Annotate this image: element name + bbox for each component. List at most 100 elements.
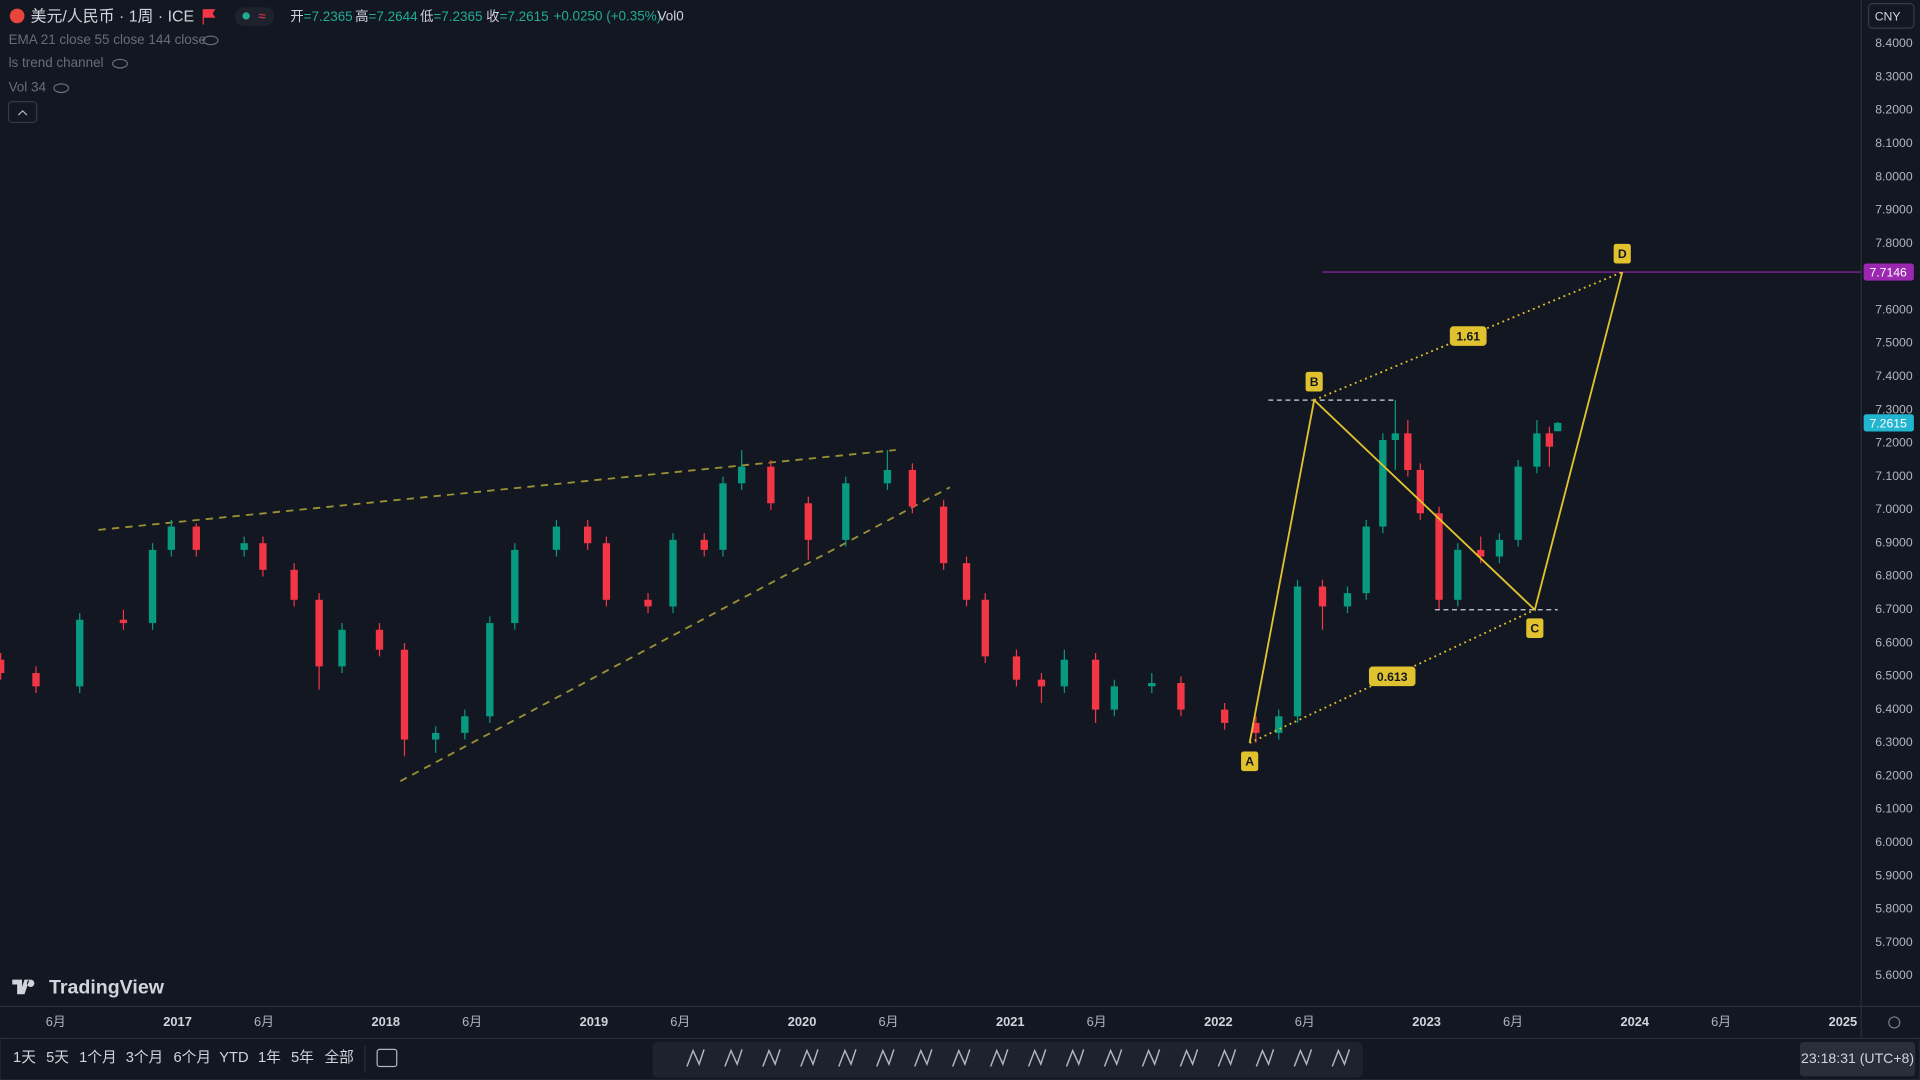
indicator[interactable]: EMA 21 close 55 close 144 close [9, 32, 206, 47]
period-button[interactable]: 1天 [13, 1050, 36, 1066]
candle-body [486, 623, 494, 717]
y-tick-label: 6.5000 [1875, 669, 1913, 683]
candle-body [240, 543, 248, 550]
ratio-box [1449, 326, 1487, 346]
y-tick-label: 5.9000 [1875, 868, 1913, 882]
period-button[interactable]: 1个月 [79, 1049, 117, 1066]
tool-icon[interactable] [1217, 1048, 1237, 1067]
collapse-icon [17, 109, 28, 116]
eye-icon[interactable] [202, 35, 219, 46]
candle-body [669, 539, 677, 607]
x-tick-label: 2019 [580, 1014, 609, 1029]
period-button[interactable]: 5天 [46, 1050, 69, 1066]
tool-icon[interactable] [838, 1048, 857, 1067]
x-tick-label: 6月 [254, 1014, 274, 1029]
symbol-title: 美元/人民币 · 1周 · ICE [31, 7, 195, 25]
y-tick-label: 5.8000 [1875, 902, 1913, 916]
period-button[interactable]: 6个月 [173, 1049, 211, 1066]
brand: TradingView [49, 976, 165, 998]
tool-icon[interactable] [876, 1048, 895, 1067]
eye-icon[interactable] [112, 58, 128, 69]
y-tick-label: 6.1000 [1875, 802, 1913, 816]
candle-body [842, 483, 850, 540]
candle-body [738, 466, 746, 484]
candle-body [1554, 422, 1562, 432]
tool-icon[interactable] [1027, 1048, 1047, 1067]
candle-body [511, 549, 519, 624]
y-tick-label: 6.0000 [1875, 835, 1913, 849]
x-tick-label: 2021 [996, 1014, 1025, 1029]
y-tick-label: 7.8000 [1875, 236, 1913, 250]
candle-body [0, 659, 5, 674]
point-label: D [1618, 247, 1627, 261]
collapse-button[interactable] [7, 101, 38, 124]
period-button[interactable]: 1年 [258, 1049, 281, 1066]
symbol-icon [9, 8, 25, 24]
settings-icon[interactable] [1888, 1016, 1901, 1029]
candle-body [644, 599, 652, 607]
calendar-icon[interactable] [376, 1048, 398, 1068]
brand-logo [12, 979, 35, 995]
status-pill [235, 7, 275, 26]
tool-icon[interactable] [914, 1048, 933, 1067]
candle-body [1416, 469, 1424, 514]
candle-body [192, 526, 200, 550]
candle-body [1220, 709, 1229, 723]
candle-body [583, 526, 592, 544]
tool-icon[interactable] [800, 1048, 819, 1067]
candle-body [804, 503, 812, 540]
tool-icon[interactable] [1141, 1048, 1161, 1067]
candle-body [290, 569, 298, 600]
tool-icon[interactable] [762, 1048, 781, 1067]
candle-body [1404, 433, 1412, 470]
period-button[interactable]: 全部 [324, 1048, 353, 1066]
tool-icon[interactable] [1065, 1048, 1085, 1067]
volume: Vol0 [658, 9, 684, 24]
y-tick-label: 8.1000 [1875, 136, 1913, 150]
tool-icon[interactable] [1255, 1048, 1275, 1067]
ohlc-close: 收=7.2615 [486, 9, 548, 24]
candle-body [1545, 433, 1554, 447]
trend-line [399, 486, 951, 783]
tool-icon[interactable] [1103, 1048, 1123, 1067]
tool-icon[interactable] [1331, 1048, 1351, 1067]
candle-body [167, 526, 175, 550]
candle-body [1343, 593, 1352, 607]
y-tick-label: 7.6000 [1875, 302, 1913, 316]
flag-icon[interactable] [202, 9, 216, 25]
candle-body [1012, 656, 1021, 680]
candle-body [1454, 549, 1462, 600]
indicator[interactable]: Vol 34 [9, 80, 47, 95]
price-label: 7.7146 [1869, 266, 1907, 280]
y-tick-label: 6.8000 [1875, 569, 1913, 583]
candle-body [939, 506, 948, 564]
candle-body [1318, 586, 1327, 607]
period-button[interactable]: YTD [219, 1050, 248, 1066]
period-button[interactable]: 5年 [291, 1049, 314, 1066]
tool-icon[interactable] [951, 1048, 971, 1067]
y-tick-label: 5.7000 [1875, 935, 1913, 949]
candle-body [1177, 683, 1185, 710]
currency-button[interactable] [1867, 3, 1915, 29]
tool-icon[interactable] [989, 1048, 1009, 1067]
indicator[interactable]: ls trend channel [9, 55, 104, 70]
candle-body [1148, 683, 1156, 687]
period-button[interactable]: 3个月 [126, 1049, 164, 1066]
eye-icon[interactable] [53, 83, 70, 94]
tool-icon[interactable] [724, 1048, 743, 1067]
y-tick-label: 6.3000 [1875, 735, 1913, 749]
candle-body [1533, 433, 1541, 467]
tool-icon[interactable] [686, 1048, 705, 1067]
candle-body [552, 526, 561, 550]
y-tick-label: 8.4000 [1875, 36, 1913, 50]
candle-body [1477, 549, 1485, 557]
drawing-tools [686, 1048, 1351, 1067]
point-box [1241, 751, 1259, 772]
tool-icon[interactable] [1179, 1048, 1199, 1067]
point-box [1305, 371, 1323, 392]
tool-icon[interactable] [1293, 1048, 1313, 1067]
candle-body [119, 619, 128, 624]
candle-body [1379, 440, 1387, 527]
